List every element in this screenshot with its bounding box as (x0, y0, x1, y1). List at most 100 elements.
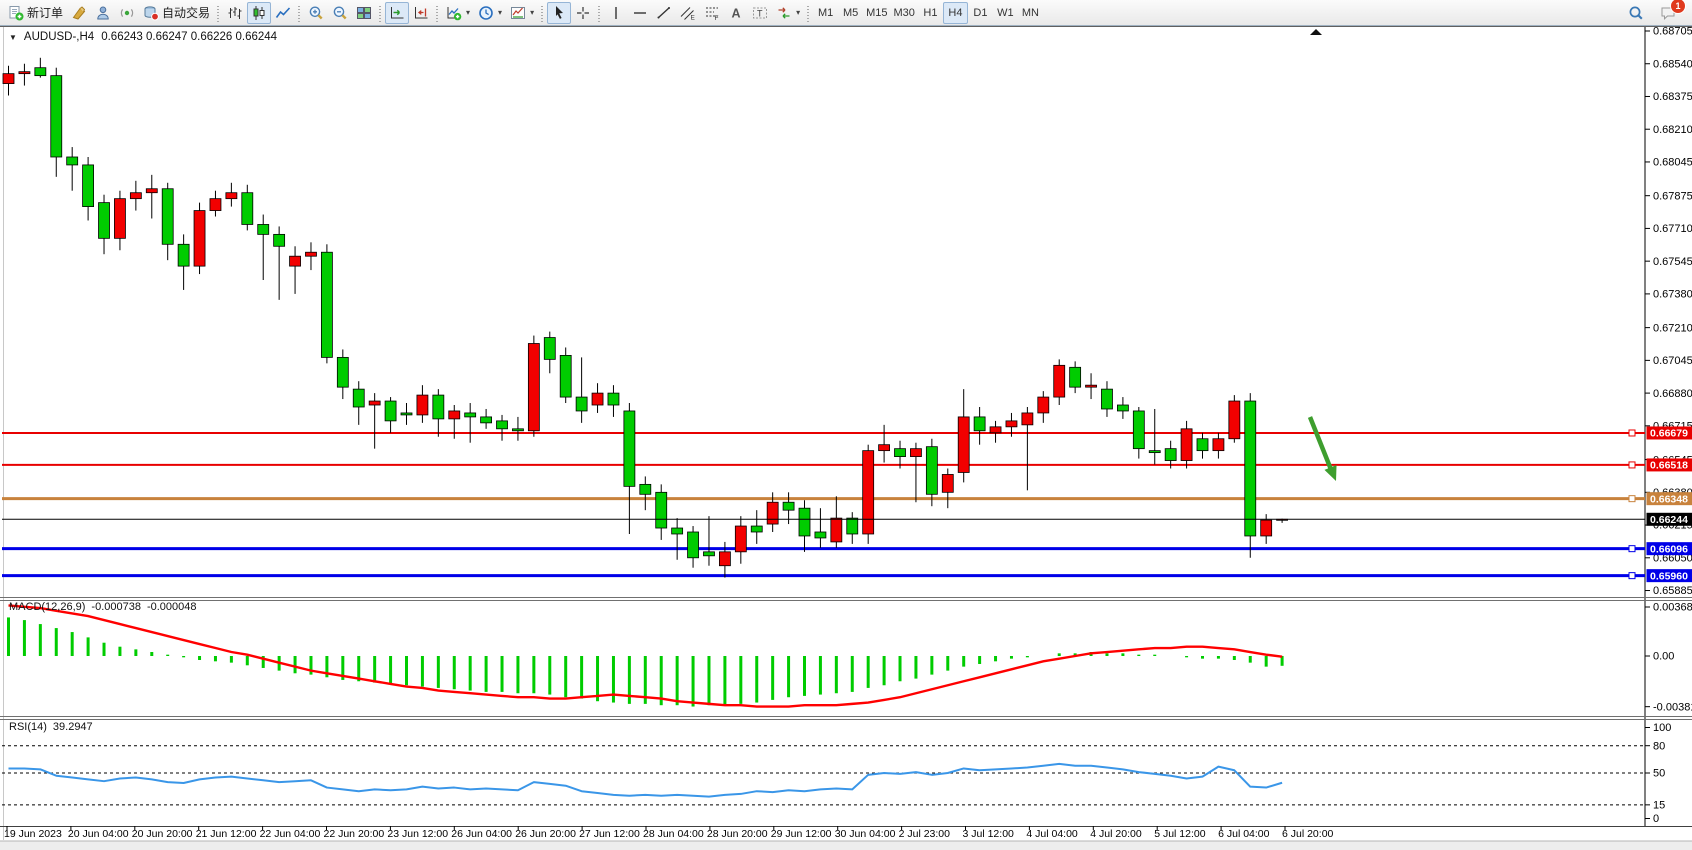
candle-body (1021, 412, 1034, 426)
candlestick-button[interactable] (247, 1, 272, 24)
candle-body (925, 446, 938, 495)
crosshair-button[interactable] (571, 2, 595, 24)
label-button[interactable]: T (748, 2, 772, 24)
text-icon: A (728, 5, 744, 21)
candle-body (1228, 400, 1241, 440)
svg-text:0.67875: 0.67875 (1653, 190, 1692, 202)
candle-body (257, 224, 270, 235)
rsi-level-lines (2, 745, 1645, 806)
chart-title: ▼ AUDUSD-,H4 0.66243 0.66247 0.66226 0.6… (9, 31, 277, 43)
candle-body (957, 416, 970, 473)
svg-text:21 Jun 12:00: 21 Jun 12:00 (196, 828, 257, 840)
chevron-down-icon[interactable]: ▾ (498, 8, 503, 17)
macd-main-value: -0.000738 (91, 601, 141, 613)
chart-shift-marker[interactable] (1310, 29, 1322, 35)
svg-text:80: 80 (1653, 740, 1665, 752)
fibonacci-button[interactable]: F (700, 2, 724, 24)
chevron-down-icon[interactable]: ▾ (796, 8, 801, 17)
chevron-down-icon[interactable]: ▾ (466, 8, 471, 17)
timeframe-w1[interactable]: W1 (993, 2, 1018, 24)
arrows-button[interactable]: ▾ (772, 2, 804, 24)
signal-icon (119, 5, 135, 21)
horizontal-line-button[interactable] (628, 2, 652, 24)
candle-body (973, 416, 986, 432)
periods-button[interactable]: ▾ (474, 2, 506, 24)
timeframe-h1[interactable]: H1 (918, 2, 943, 24)
cursor-icon (551, 5, 567, 21)
svg-text:T: T (757, 8, 763, 18)
svg-text:4 Jul 20:00: 4 Jul 20:00 (1090, 828, 1142, 840)
line-chart-button[interactable] (271, 2, 295, 24)
line-anchor-handle (1628, 461, 1636, 469)
svg-text:20 Jun 20:00: 20 Jun 20:00 (132, 828, 193, 840)
timeframe-m5[interactable]: M5 (838, 2, 863, 24)
toolbar-separator (297, 3, 303, 22)
styler-button[interactable] (67, 2, 91, 24)
candle-body (527, 343, 540, 432)
timeframe-label: MN (1021, 6, 1039, 19)
timeframe-m1[interactable]: M1 (813, 2, 838, 24)
timeframe-label: M15 (866, 6, 888, 19)
zoom-out-button[interactable] (328, 2, 352, 24)
candle-body (591, 392, 604, 406)
svg-text:20 Jun 04:00: 20 Jun 04:00 (68, 828, 129, 840)
auto-scroll-button[interactable] (385, 1, 410, 24)
line-anchor-handle (1628, 572, 1636, 580)
candle-body (687, 531, 699, 559)
search-button[interactable] (1624, 2, 1648, 24)
candle-body (1212, 438, 1225, 452)
auto-trading-button[interactable]: 自动交易 (139, 2, 214, 24)
chart-shift-button[interactable] (409, 2, 433, 24)
candle-body (384, 400, 397, 422)
timeframe-h4[interactable]: H4 (942, 1, 968, 24)
timeframe-label: M1 (817, 6, 834, 19)
bar-chart-button[interactable] (223, 2, 247, 24)
candle-body (161, 188, 174, 245)
signal-button[interactable] (115, 2, 139, 24)
time-axis: 19 Jun 2023 20 Jun 04:00 20 Jun 20:00 21 Ju… (4, 826, 1334, 840)
timeframe-d1[interactable]: D1 (968, 2, 993, 24)
profile-button[interactable] (91, 2, 115, 24)
channel-button[interactable]: E (676, 2, 700, 24)
candle-body (50, 75, 63, 158)
svg-text:26 Jun 20:00: 26 Jun 20:00 (515, 828, 576, 840)
svg-text:28 Jun 20:00: 28 Jun 20:00 (707, 828, 768, 840)
templates-button[interactable]: ▾ (506, 2, 538, 24)
templates-icon (510, 5, 526, 21)
chevron-down-icon[interactable]: ▾ (530, 8, 535, 17)
candle-body (82, 164, 94, 207)
candle-body (129, 192, 142, 200)
vertical-line-button[interactable] (604, 2, 628, 24)
toolbar: 新订单 自动交易 ▾ ▾ ▾ E F A T ▾ M1 M5 M15 M30 H1 H4 D1 W1 MN 1 (0, 0, 1692, 26)
tile-windows-button[interactable] (352, 2, 376, 24)
timeframe-mn[interactable]: MN (1018, 2, 1043, 24)
svg-text:28 Jun 04:00: 28 Jun 04:00 (643, 828, 704, 840)
timeframe-m30[interactable]: M30 (891, 2, 918, 24)
zoom-in-button[interactable] (304, 2, 328, 24)
candle-body (798, 507, 811, 537)
svg-text:5 Jul 12:00: 5 Jul 12:00 (1154, 828, 1206, 840)
candles-layer (2, 57, 1288, 578)
candle-body (766, 501, 779, 525)
new-chart-button[interactable]: ▾ (442, 2, 474, 24)
timeframe-m15[interactable]: M15 (863, 2, 890, 24)
svg-text:15: 15 (1653, 800, 1665, 812)
svg-text:0.66096: 0.66096 (1650, 543, 1688, 555)
svg-text:0.00: 0.00 (1653, 651, 1674, 663)
cursor-button[interactable] (547, 1, 572, 24)
arrow-annotation[interactable] (1307, 416, 1337, 481)
new-order-icon (8, 5, 24, 21)
candle-body (639, 483, 652, 495)
symbol-dropdown-icon[interactable]: ▼ (9, 32, 17, 42)
notifications-button[interactable]: 1 (1656, 0, 1686, 24)
text-button[interactable]: A (724, 2, 748, 24)
horizontal-level-lines[interactable] (2, 429, 1645, 580)
svg-text:0.67545: 0.67545 (1653, 256, 1692, 268)
candle-body (1101, 388, 1113, 410)
brush-icon (71, 5, 87, 21)
new-order-button[interactable]: 新订单 (4, 2, 67, 24)
candle-body (66, 156, 79, 166)
trendline-button[interactable] (652, 2, 676, 24)
